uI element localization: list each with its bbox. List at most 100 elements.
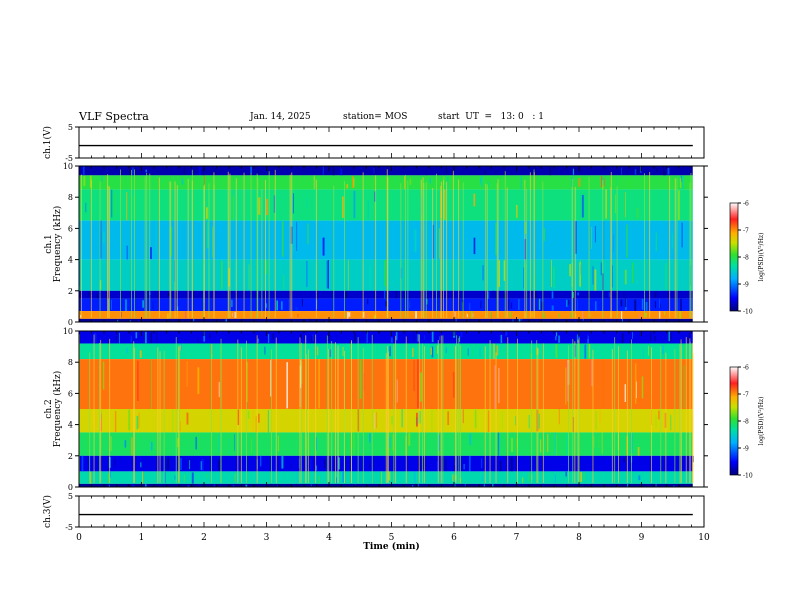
spectrogram-texture: [272, 333, 274, 340]
spectrogram-texture: [601, 432, 603, 454]
spectrogram-texture: [455, 318, 457, 322]
x-tick-label: 10: [698, 533, 710, 543]
spectrogram-texture: [172, 409, 174, 433]
spectrogram-texture: [593, 436, 595, 448]
spectrogram-texture: [625, 192, 626, 218]
spectrogram-texture: [270, 483, 272, 487]
spectrogram-texture: [492, 483, 494, 487]
spectrogram-texture: [659, 311, 661, 319]
sferic-line: [674, 178, 676, 318]
spectrogram-texture: [479, 347, 482, 358]
spectrogram-texture: [281, 456, 284, 469]
spectrogram-texture: [615, 194, 617, 214]
spectrogram-texture: [436, 461, 439, 471]
spectrogram-texture: [681, 176, 684, 189]
spectrogram-texture: [469, 433, 472, 445]
spectrogram-texture: [390, 318, 391, 322]
spectrogram-texture: [587, 294, 589, 299]
spectrogram-texture: [679, 178, 682, 188]
spectrogram-texture: [624, 384, 626, 402]
spectrogram-texture: [554, 474, 556, 483]
sferic-line: [81, 174, 82, 318]
spectrogram-texture: [409, 178, 412, 185]
spectrogram-texture: [521, 477, 524, 484]
spectrogram-texture: [555, 344, 558, 358]
spectrogram-texture: [683, 365, 685, 409]
spectrogram-texture: [666, 201, 668, 213]
channel-label: ch.1: [44, 234, 54, 253]
sferic-line: [531, 340, 533, 483]
spectrogram-texture: [510, 457, 513, 472]
spectrogram-texture: [316, 437, 317, 451]
spectrogram-texture: [468, 302, 471, 311]
spectrogram-texture: [565, 433, 568, 456]
spectrogram-texture: [283, 274, 285, 290]
sferic-line: [674, 349, 676, 483]
sferic-line: [256, 173, 258, 318]
station-label: station= MOS: [343, 112, 408, 122]
spectrogram-texture: [201, 459, 204, 471]
spectrogram-texture: [374, 191, 376, 202]
spectrogram-texture: [174, 166, 176, 172]
spectrogram-band: [79, 311, 693, 319]
spectrogram-texture: [491, 311, 492, 318]
spectrogram-texture: [151, 442, 153, 451]
y-tick-label: 0: [68, 318, 73, 327]
sferic-line: [328, 349, 330, 483]
spectrogram-texture: [332, 166, 335, 176]
spectrogram-texture: [306, 261, 308, 287]
spectrogram-texture: [584, 344, 587, 359]
spectrogram-texture: [205, 473, 207, 479]
spectrogram-texture: [150, 332, 153, 343]
spectrogram-texture: [286, 362, 288, 409]
spectrogram-texture: [198, 484, 200, 487]
spectrogram-texture: [569, 264, 571, 277]
spectrogram-texture: [101, 176, 103, 182]
spectrogram-texture: [583, 472, 586, 480]
spectrogram-texture: [628, 179, 630, 189]
spectrogram-texture: [650, 332, 652, 342]
sferic-line: [315, 334, 317, 483]
sferic-line: [602, 180, 604, 318]
spectrogram-texture: [268, 484, 269, 487]
spectrogram-texture: [531, 312, 533, 317]
spectrogram-texture: [126, 192, 128, 221]
spectrogram-texture: [500, 334, 503, 343]
sferic-line: [487, 184, 488, 318]
spectrogram-texture: [505, 331, 508, 337]
sferic-line: [631, 339, 632, 483]
date-label: Jan. 14, 2025: [250, 112, 311, 122]
sferic-line: [611, 349, 613, 483]
spectrogram-texture: [541, 483, 544, 487]
sferic-line: [203, 186, 204, 318]
spectrogram-texture: [587, 335, 589, 344]
spectrogram-texture: [688, 333, 691, 343]
sferic-line: [134, 169, 135, 318]
spectrogram-texture: [174, 260, 175, 282]
spectrogram-texture: [132, 167, 134, 175]
y-tick-label: 5: [68, 123, 73, 132]
spectrogram-texture: [228, 268, 230, 287]
spectrogram-texture: [116, 319, 119, 322]
spectrogram-texture: [662, 345, 664, 355]
spectrogram-texture: [297, 313, 299, 318]
spectrogram-texture: [108, 298, 110, 311]
spectrogram-texture: [212, 226, 213, 258]
sferic-line: [315, 179, 317, 318]
sferic-line: [175, 337, 177, 483]
spectrogram-texture: [571, 484, 573, 486]
spectrogram-texture: [520, 319, 523, 321]
x-tick-label: 8: [576, 533, 582, 543]
spectrogram-texture: [376, 343, 378, 359]
spectrogram-texture: [380, 166, 383, 170]
sferic-line: [385, 353, 387, 483]
spectrogram-texture: [636, 484, 639, 487]
spectrogram-texture: [328, 334, 330, 342]
spectrogram-texture: [307, 223, 309, 245]
spectrogram-texture: [572, 291, 575, 298]
spectrogram-texture: [203, 303, 205, 309]
spectrogram-texture: [636, 208, 639, 219]
spectrogram-texture: [218, 434, 221, 453]
spectrogram-texture: [498, 368, 500, 404]
y-axis-label: Frequency (kHz): [52, 206, 63, 283]
